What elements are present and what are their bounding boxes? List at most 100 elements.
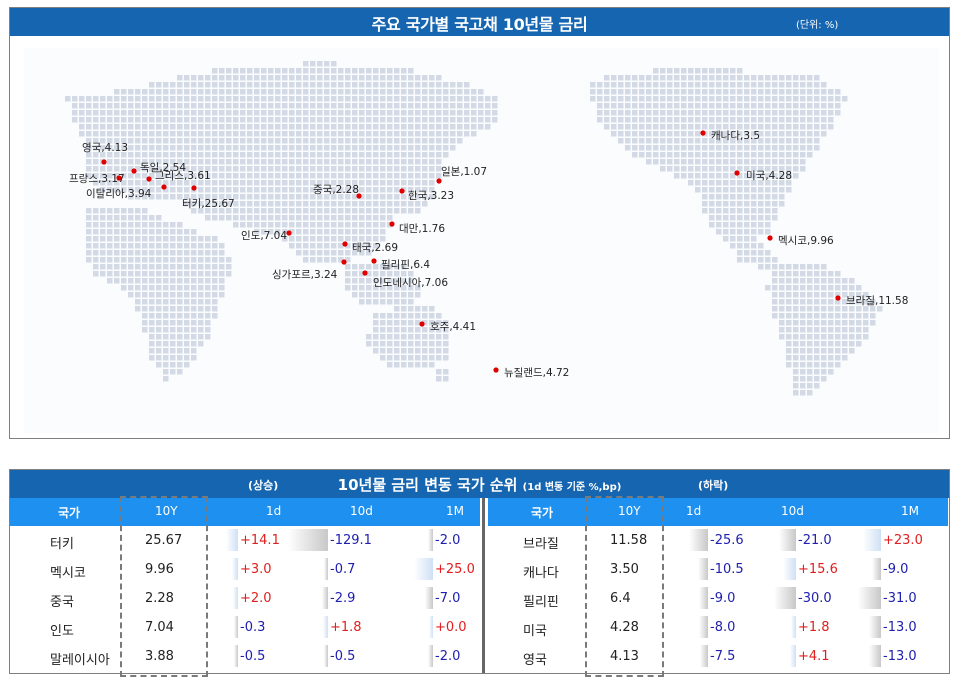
map-land-dot: [282, 208, 288, 214]
table-row: 인도 7.04 -0.3 +1.8 +0.0: [10, 613, 480, 642]
map-pin: [286, 230, 292, 236]
map-land-dot: [198, 131, 204, 137]
map-land-dot: [359, 264, 365, 270]
map-land-dot: [723, 89, 729, 95]
map-land-dot: [429, 341, 435, 347]
map-land-dot: [408, 271, 414, 277]
map-land-dot: [93, 222, 99, 228]
map-land-dot: [415, 180, 421, 186]
map-land-dot: [422, 306, 428, 312]
map-land-dot: [331, 131, 337, 137]
map-land-dot: [261, 89, 267, 95]
map-land-dot: [240, 138, 246, 144]
map-land-dot: [422, 362, 428, 368]
map-land-dot: [359, 271, 365, 277]
map-pin: [101, 159, 107, 165]
map-land-dot: [114, 131, 120, 137]
map-land-dot: [359, 250, 365, 256]
map-land-dot: [793, 334, 799, 340]
map-land-dot: [142, 166, 148, 172]
map-land-dot: [415, 201, 421, 207]
map-land-dot: [93, 243, 99, 249]
map-land-dot: [772, 75, 778, 81]
map-land-dot: [863, 306, 869, 312]
map-land-dot: [723, 173, 729, 179]
map-land-dot: [786, 299, 792, 305]
map-land-dot: [198, 306, 204, 312]
map-land-dot: [149, 348, 155, 354]
map-land-dot: [765, 187, 771, 193]
map-land-dot: [751, 75, 757, 81]
map-land-dot: [310, 82, 316, 88]
map-land-dot: [345, 89, 351, 95]
map-land-dot: [324, 89, 330, 95]
map-land-dot: [289, 89, 295, 95]
map-land-dot: [737, 152, 743, 158]
map-land-dot: [415, 159, 421, 165]
map-land-dot: [310, 236, 316, 242]
map-land-dot: [485, 103, 491, 109]
map-land-dot: [471, 103, 477, 109]
map-land-dot: [163, 117, 169, 123]
map-land-dot: [793, 327, 799, 333]
map-land-dot: [366, 201, 372, 207]
map-land-dot: [191, 264, 197, 270]
map-land-dot: [422, 152, 428, 158]
map-land-dot: [828, 285, 834, 291]
map-land-dot: [100, 264, 106, 270]
map-land-dot: [401, 89, 407, 95]
map-land-dot: [779, 285, 785, 291]
map-land-dot: [156, 362, 162, 368]
map-land-dot: [611, 96, 617, 102]
map-land-dot: [373, 131, 379, 137]
map-land-dot: [730, 159, 736, 165]
map-land-dot: [401, 327, 407, 333]
map-land-dot: [744, 166, 750, 172]
map-land-dot: [205, 250, 211, 256]
map-land-dot: [695, 89, 701, 95]
map-land-dot: [331, 96, 337, 102]
map-land-dot: [247, 166, 253, 172]
map-land-dot: [737, 89, 743, 95]
map-land-dot: [331, 124, 337, 130]
map-land-dot: [394, 68, 400, 74]
map-land-dot: [212, 173, 218, 179]
map-land-dot: [401, 138, 407, 144]
map-land-dot: [338, 187, 344, 193]
map-land-dot: [128, 103, 134, 109]
map-land-dot: [394, 166, 400, 172]
map-land-dot: [212, 166, 218, 172]
map-land-dot: [170, 278, 176, 284]
map-land-dot: [128, 89, 134, 95]
map-land-dot: [359, 222, 365, 228]
map-land-dot: [793, 271, 799, 277]
map-land-dot: [436, 145, 442, 151]
map-land-dot: [303, 152, 309, 158]
map-land-dot: [716, 68, 722, 74]
map-land-dot: [814, 131, 820, 137]
map-land-dot: [436, 369, 442, 375]
map-land-dot: [163, 257, 169, 263]
map-land-dot: [163, 131, 169, 137]
map-land-dot: [639, 124, 645, 130]
map-land-dot: [415, 187, 421, 193]
map-land-dot: [303, 61, 309, 67]
map-land-dot: [324, 250, 330, 256]
map-land-dot: [114, 152, 120, 158]
map-land-dot: [128, 187, 134, 193]
map-land-dot: [653, 159, 659, 165]
map-land-dot: [191, 159, 197, 165]
map-land-dot: [366, 152, 372, 158]
map-land-dot: [212, 96, 218, 102]
map-land-dot: [765, 82, 771, 88]
map-land-dot: [779, 334, 785, 340]
map-land-dot: [800, 376, 806, 382]
map-land-dot: [373, 82, 379, 88]
map-land-dot: [786, 138, 792, 144]
map-land-dot: [786, 103, 792, 109]
map-land-dot: [436, 334, 442, 340]
map-land-dot: [835, 327, 841, 333]
map-land-dot: [177, 159, 183, 165]
map-pin-label: 미국,4.28: [746, 170, 792, 182]
map-land-dot: [212, 194, 218, 200]
